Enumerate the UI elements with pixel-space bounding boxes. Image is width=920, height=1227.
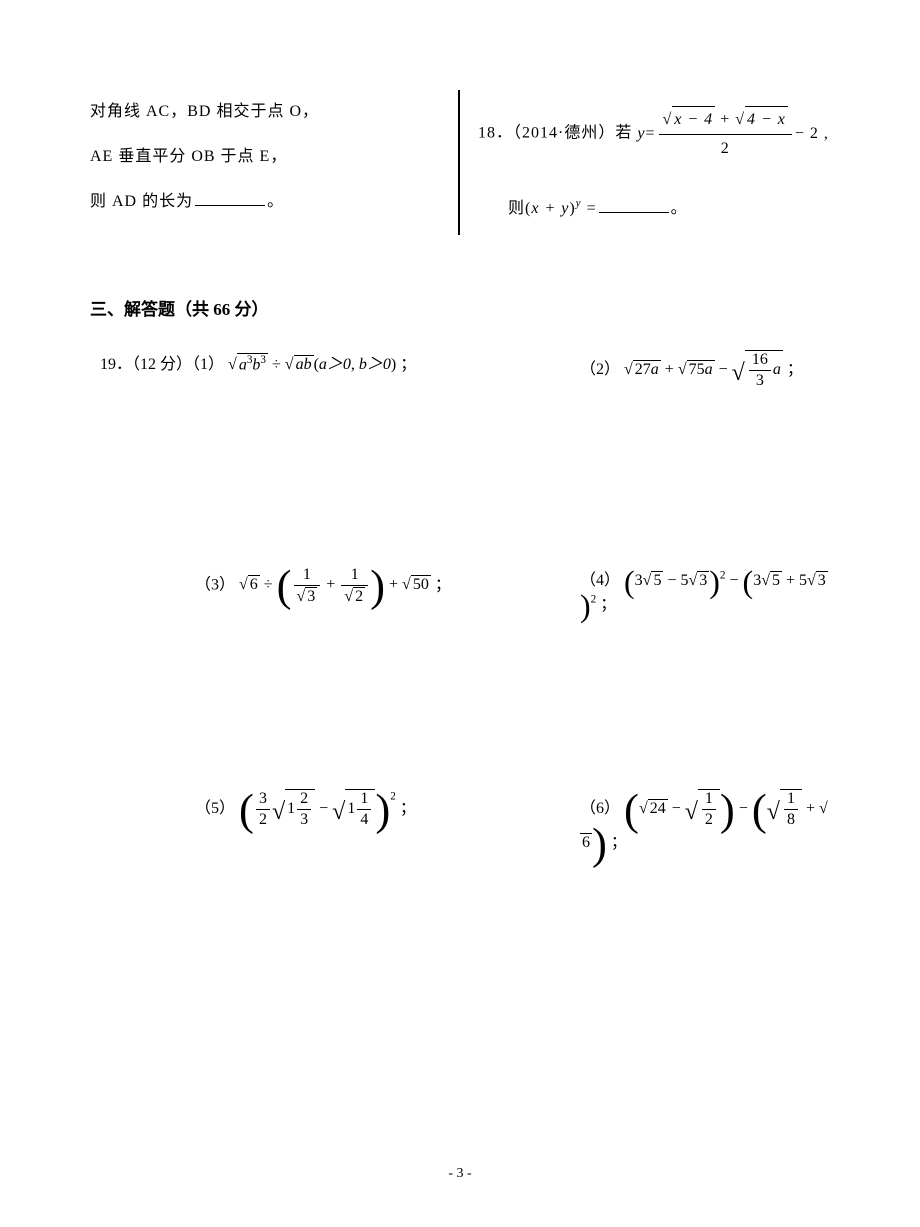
q19-p4: （4） (3√5 − 5√3)2 − (3√5 + 5√3)2 ； — [520, 566, 830, 614]
q17-line3: 则 AD 的长为 。 — [90, 180, 440, 225]
q17-blank[interactable] — [195, 190, 265, 206]
p5-label: （5） — [195, 800, 235, 817]
q18-l2-suffix: 。 — [671, 200, 688, 217]
q18-line2: 则(x + y)y = 。 — [478, 187, 830, 232]
p5-expr: (32√123 − √114)2 — [235, 800, 400, 817]
q18-tail: − 2 , — [795, 121, 829, 147]
q18-sqrt1: x − 4 — [672, 106, 715, 133]
p1-expr: √a3b3 ÷ √ab(a＞0, b＞0) — [224, 356, 400, 373]
p2-semi: ； — [787, 361, 803, 378]
q18-sqrt2: 4 − x — [745, 106, 788, 133]
q19-row3: （5） (32√123 − √114)2 ； （6） (√24 − √12) −… — [90, 789, 830, 852]
q19-p5: （5） (32√123 − √114)2 ； — [90, 789, 520, 852]
q17-line2: AE 垂直平分 OB 于点 E， — [90, 135, 440, 180]
q18-eq-sign: = — [645, 121, 655, 147]
q17-line3-suffix: 。 — [267, 193, 284, 210]
q18-main-frac: √x − 4 + √4 − x 2 — [659, 105, 792, 162]
q19-number: 19． — [100, 356, 132, 373]
q18-number: 18． — [478, 124, 513, 141]
q18-equation: y = √x − 4 + √4 − x 2 − 2 , — [637, 105, 829, 162]
q18-lhs: y — [637, 121, 645, 147]
p2-label: （2） — [580, 361, 620, 378]
p5-semi: ； — [400, 800, 416, 817]
q18-line1: 18．（2014·德州）若 y = √x − 4 + √4 − x 2 − 2 … — [478, 105, 830, 162]
q18-frac-den: 2 — [717, 135, 734, 163]
q19-row1: 19．（12 分）（1） √a3b3 ÷ √ab(a＞0, b＞0) ； （2）… — [90, 350, 830, 391]
q19-p2: （2） √27a + √75a − √163a ； — [520, 350, 830, 391]
p4-semi: ； — [600, 596, 616, 613]
q18-l2-prefix: 则 — [508, 200, 525, 217]
q17-block: 对角线 AC，BD 相交于点 O， AE 垂直平分 OB 于点 E， 则 AD … — [90, 90, 450, 235]
p3-semi: ； — [435, 576, 451, 593]
top-columns: 对角线 AC，BD 相交于点 O， AE 垂直平分 OB 于点 E， 则 AD … — [90, 90, 830, 235]
p3-label: （3） — [195, 576, 235, 593]
q17-line1: 对角线 AC，BD 相交于点 O， — [90, 90, 440, 135]
p1-label: （1） — [192, 356, 224, 373]
q18-frac-num: √x − 4 + √4 − x — [659, 105, 792, 135]
q19-row2: （3） √6 ÷ (1√3 + 1√2) + √50 ； （4） (3√5 − … — [90, 566, 830, 614]
q18-block: 18．（2014·德州）若 y = √x − 4 + √4 − x 2 − 2 … — [468, 90, 830, 235]
q19-points: （12 分） — [132, 356, 192, 373]
q19-p1: 19．（12 分）（1） √a3b3 ÷ √ab(a＞0, b＞0) ； — [90, 350, 520, 391]
q17-line3-prefix: 则 AD 的长为 — [90, 193, 193, 210]
p1-semi: ； — [400, 356, 416, 373]
column-divider — [458, 90, 460, 235]
p2-expr: √27a + √75a − √163a — [620, 361, 787, 378]
q18-blank[interactable] — [599, 197, 669, 213]
p6-semi: ； — [611, 834, 627, 851]
q18-l2-eq: = — [582, 200, 597, 217]
q18-source: （2014·德州）若 — [513, 124, 637, 141]
q19-p3: （3） √6 ÷ (1√3 + 1√2) + √50 ； — [90, 566, 520, 614]
page-number: - 3 - — [90, 1166, 830, 1182]
q19-p6: （6） (√24 − √12) − (√18 + √6) ； — [520, 789, 830, 852]
p6-label: （6） — [580, 800, 620, 817]
section3-title: 三、解答题（共 66 分） — [90, 295, 830, 320]
p3-expr: √6 ÷ (1√3 + 1√2) + √50 — [235, 576, 435, 593]
q18-expr: (x + y)y — [525, 200, 582, 217]
